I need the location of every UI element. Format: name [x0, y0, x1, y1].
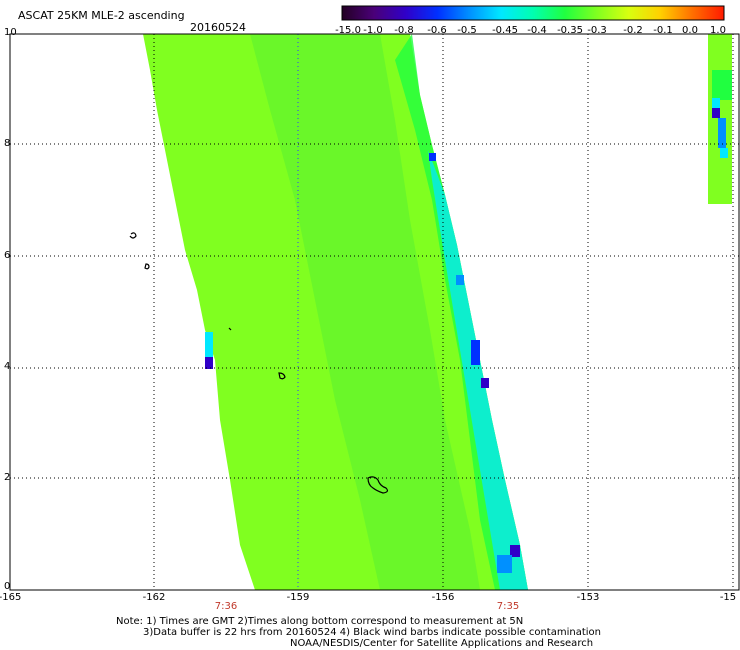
colorbar-label: -15.0 — [335, 25, 361, 36]
colorbar — [341, 5, 725, 21]
colorbar-label: -0.1 — [653, 25, 673, 36]
note-line-2: 3)Data buffer is 22 hrs from 20160524 4)… — [143, 627, 601, 638]
grid — [10, 34, 740, 590]
colorbar-label: -0.3 — [587, 25, 607, 36]
colorbar-label: -0.6 — [427, 25, 447, 36]
colorbar-label: -0.4 — [527, 25, 547, 36]
colorbar-label: -0.35 — [557, 25, 583, 36]
colorbar-gradient — [341, 5, 725, 21]
map-frame — [9, 33, 740, 591]
time-label: 7:36 — [214, 601, 238, 612]
x-tick-label: -165 — [0, 592, 22, 603]
x-tick-label: -15 — [719, 592, 737, 603]
swath-main — [143, 34, 528, 590]
colorbar-label: 1.0 — [710, 25, 726, 36]
y-tick-label: 0 — [4, 581, 11, 592]
y-tick-label: 6 — [4, 250, 11, 261]
map-title: ASCAT 25KM MLE-2 ascending — [18, 9, 185, 22]
x-tick-label: -159 — [286, 592, 310, 603]
x-tick-label: -156 — [431, 592, 455, 603]
colorbar-label: -1.0 — [363, 25, 383, 36]
time-label: 7:35 — [496, 601, 520, 612]
x-tick-label: -162 — [142, 592, 166, 603]
swath-right — [708, 34, 732, 204]
y-tick-label: 10 — [4, 27, 17, 38]
colorbar-label: 0.0 — [682, 25, 698, 36]
y-tick-label: 2 — [4, 472, 11, 483]
colorbar-label: -0.8 — [394, 25, 414, 36]
colorbar-label: -0.5 — [457, 25, 477, 36]
colorbar-label: -0.45 — [492, 25, 518, 36]
note-line-3: NOAA/NESDIS/Center for Satellite Applica… — [290, 638, 594, 649]
y-tick-label: 8 — [4, 138, 11, 149]
map-date: 20160524 — [190, 21, 246, 34]
note-line-1: Note: 1) Times are GMT 2)Times along bot… — [116, 616, 524, 627]
islands — [129, 232, 389, 494]
x-tick-label: -153 — [576, 592, 600, 603]
y-tick-label: 4 — [4, 361, 11, 372]
colorbar-label: -0.2 — [623, 25, 643, 36]
